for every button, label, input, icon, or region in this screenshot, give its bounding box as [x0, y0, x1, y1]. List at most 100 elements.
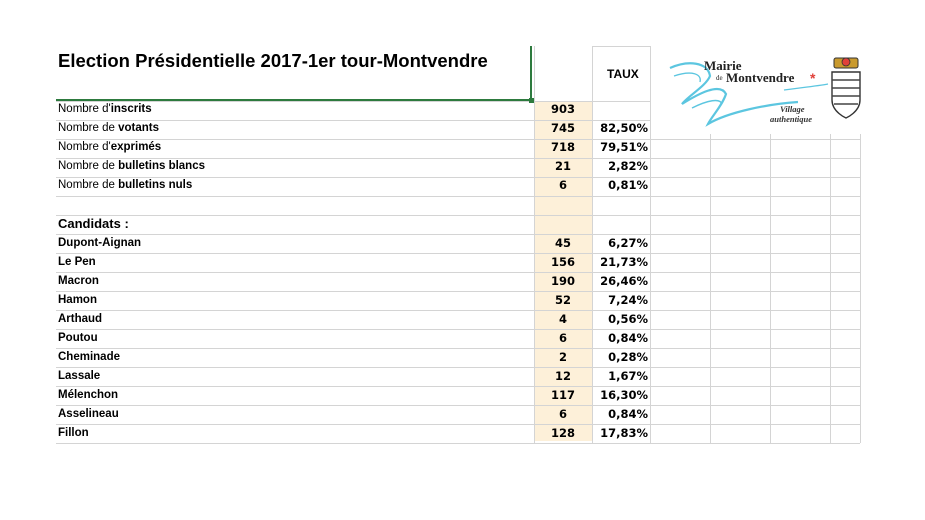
grid-line	[592, 46, 593, 443]
candidate-name: Le Pen	[58, 256, 96, 268]
grid-line	[592, 177, 650, 178]
candidate-pct: 16,30%	[600, 388, 648, 402]
grid-line	[650, 329, 860, 330]
summary-label: Nombre de votants	[58, 119, 159, 138]
candidate-votes: 6	[558, 331, 567, 345]
grid-line	[770, 134, 771, 443]
grid-line	[860, 134, 861, 443]
candidate-votes: 156	[550, 255, 575, 269]
grid-line	[534, 272, 592, 273]
grid-line	[534, 443, 592, 444]
asterisk-icon: *	[810, 70, 816, 86]
grid-line	[592, 329, 650, 330]
grid-line	[592, 348, 650, 349]
candidate-pct: 0,28%	[608, 350, 648, 364]
grid-line	[592, 215, 650, 216]
candidate-pct: 0,84%	[608, 331, 648, 345]
summary-label-term: bulletins nuls	[118, 179, 193, 191]
summary-count: 6	[558, 178, 567, 192]
grid-line	[592, 367, 650, 368]
grid-line	[534, 329, 592, 330]
candidate-name: Cheminade	[58, 351, 120, 363]
grid-line	[592, 120, 650, 121]
grid-line	[650, 367, 860, 368]
sheet-title: Election Présidentielle 2017-1er tour-Mo…	[58, 50, 488, 71]
grid-line	[830, 134, 831, 443]
summary-label-term: votants	[118, 122, 159, 134]
candidate-name: Fillon	[58, 427, 89, 439]
title-cell-selection[interactable]	[56, 46, 532, 101]
grid-line	[534, 101, 592, 102]
grid-line	[592, 101, 650, 102]
summary-label: Nombre d'exprimés	[58, 138, 161, 157]
summary-label-term: exprimés	[110, 141, 162, 153]
grid-line	[56, 367, 534, 368]
candidate-votes: 12	[554, 369, 571, 383]
grid-line	[592, 253, 650, 254]
candidate-name: Macron	[58, 275, 99, 287]
swoosh-icon	[669, 62, 829, 127]
grid-line	[650, 215, 860, 216]
summary-pct: 0,81%	[608, 178, 648, 192]
grid-line	[56, 234, 534, 235]
summary-label-prefix: Nombre de	[58, 122, 119, 134]
grid-line	[592, 291, 650, 292]
grid-line	[592, 196, 650, 197]
grid-line	[56, 405, 534, 406]
grid-line	[534, 234, 592, 235]
candidate-pct: 7,24%	[608, 293, 648, 307]
grid-line	[534, 310, 592, 311]
grid-line	[534, 405, 592, 406]
grid-line	[650, 310, 860, 311]
summary-label: Nombre d'inscrits	[58, 100, 152, 119]
grid-line	[650, 139, 860, 140]
grid-line	[56, 291, 534, 292]
grid-line	[534, 139, 592, 140]
candidate-pct: 6,27%	[608, 236, 648, 250]
fill-handle[interactable]	[529, 98, 534, 103]
grid-line	[650, 348, 860, 349]
candidate-votes: 190	[550, 274, 575, 288]
summary-count: 745	[550, 121, 575, 135]
logo-mairie: Mairie	[704, 58, 742, 73]
summary-label-term: bulletins blancs	[118, 160, 206, 172]
grid-line	[56, 348, 534, 349]
grid-line	[650, 253, 860, 254]
candidate-pct: 0,84%	[608, 407, 648, 421]
grid-line	[534, 367, 592, 368]
mairie-logo: Mairie de Montvendre * Village authentiq…	[668, 46, 864, 134]
grid-line	[56, 253, 534, 254]
candidate-pct: 17,83%	[600, 426, 648, 440]
grid-line	[56, 310, 534, 311]
grid-line	[592, 405, 650, 406]
grid-line	[592, 386, 650, 387]
coat-of-arms-icon	[831, 57, 861, 119]
grid-line	[56, 443, 534, 444]
grid-line	[650, 234, 860, 235]
grid-line	[534, 215, 592, 216]
candidate-votes: 4	[558, 312, 567, 326]
grid-line	[592, 424, 650, 425]
grid-line	[56, 120, 534, 121]
candidate-name: Dupont-Aignan	[58, 237, 142, 249]
summary-label-term: inscrits	[110, 103, 152, 115]
grid-line	[650, 196, 860, 197]
grid-line	[534, 253, 592, 254]
grid-line	[56, 158, 534, 159]
grid-line	[650, 443, 860, 444]
candidate-name: Poutou	[58, 332, 98, 344]
candidates-header: Candidats :	[58, 216, 129, 231]
grid-line	[534, 158, 592, 159]
grid-line	[592, 272, 650, 273]
summary-pct: 82,50%	[600, 121, 648, 135]
summary-label-prefix: Nombre d'	[58, 141, 111, 153]
summary-count: 21	[554, 159, 571, 173]
summary-pct: 2,82%	[608, 159, 648, 173]
grid-line	[534, 291, 592, 292]
grid-line	[56, 139, 534, 140]
grid-line	[592, 443, 650, 444]
grid-line	[534, 196, 592, 197]
grid-line	[534, 424, 592, 425]
grid-line	[592, 234, 650, 235]
logo-authentique: authentique	[770, 114, 813, 124]
